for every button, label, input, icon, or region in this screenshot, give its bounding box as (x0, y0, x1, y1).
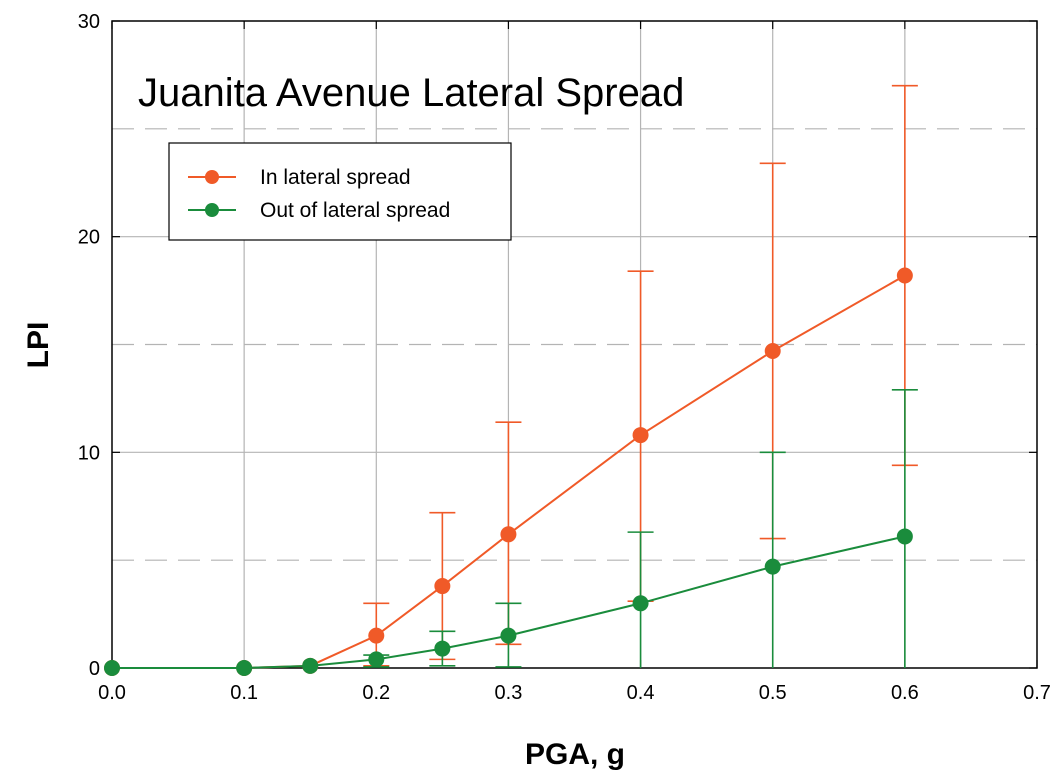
data-point (633, 595, 649, 611)
data-point (500, 526, 516, 542)
y-tick-label: 10 (78, 442, 100, 464)
data-point (765, 343, 781, 359)
y-tick-label: 20 (78, 227, 100, 249)
chart-title: Juanita Avenue Lateral Spread (138, 71, 684, 115)
x-tick-label: 0.3 (495, 682, 523, 704)
x-tick-label: 0.4 (627, 682, 655, 704)
data-point (434, 578, 450, 594)
x-tick-label: 0.1 (230, 682, 258, 704)
x-tick-labels: 0.0 0.1 0.2 0.3 0.4 0.5 0.6 0.7 (98, 682, 1051, 704)
legend-label-out: Out of lateral spread (260, 199, 450, 222)
data-point (765, 559, 781, 575)
x-axis-title: PGA, g (525, 738, 625, 771)
data-point (368, 651, 384, 667)
data-point (236, 660, 252, 676)
legend-box (169, 143, 511, 240)
x-tick-label: 0.7 (1023, 682, 1051, 704)
legend-swatch-marker-in (205, 170, 219, 184)
grid (112, 21, 1037, 668)
y-tick-labels: 0 10 20 30 (78, 11, 100, 680)
data-point (897, 267, 913, 283)
x-tick-label: 0.5 (759, 682, 787, 704)
x-tick-label: 0.0 (98, 682, 126, 704)
y-tick-label: 30 (78, 11, 100, 33)
data-point (368, 628, 384, 644)
data-point (500, 628, 516, 644)
y-tick-label: 0 (89, 658, 100, 680)
data-point (302, 658, 318, 674)
legend-label-in: In lateral spread (260, 166, 411, 189)
data-point (633, 427, 649, 443)
legend-swatch-marker-out (205, 203, 219, 217)
y-axis-title: LPI (22, 322, 55, 369)
x-tick-label: 0.2 (362, 682, 390, 704)
legend: In lateral spread Out of lateral spread (169, 143, 511, 240)
data-point (897, 528, 913, 544)
x-tick-label: 0.6 (891, 682, 919, 704)
data-point (104, 660, 120, 676)
data-point (434, 641, 450, 657)
